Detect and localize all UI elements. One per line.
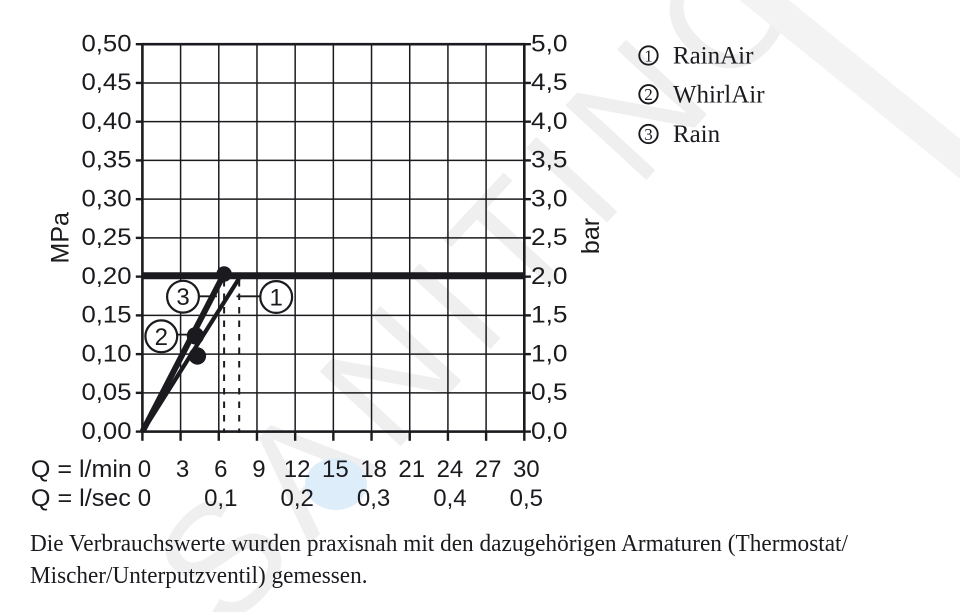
svg-text:Q = l/sec: Q = l/sec bbox=[31, 485, 131, 512]
svg-text:0,20: 0,20 bbox=[82, 263, 132, 290]
svg-text:0,2: 0,2 bbox=[280, 485, 313, 512]
svg-text:0,40: 0,40 bbox=[82, 108, 132, 135]
svg-text:Q = l/min: Q = l/min bbox=[31, 456, 132, 483]
svg-text:0,1: 0,1 bbox=[204, 485, 237, 512]
svg-text:0,10: 0,10 bbox=[82, 340, 132, 367]
svg-text:5,0: 5,0 bbox=[531, 31, 568, 58]
svg-text:1,5: 1,5 bbox=[531, 302, 568, 329]
svg-text:27: 27 bbox=[475, 456, 502, 483]
svg-text:4,5: 4,5 bbox=[531, 69, 568, 96]
svg-text:0,00: 0,00 bbox=[82, 418, 132, 445]
svg-text:18: 18 bbox=[360, 456, 387, 483]
svg-text:2: 2 bbox=[644, 85, 653, 104]
svg-text:bar: bar bbox=[577, 218, 605, 254]
svg-text:3: 3 bbox=[176, 284, 189, 311]
svg-text:2: 2 bbox=[155, 324, 168, 351]
svg-text:15: 15 bbox=[322, 456, 349, 483]
svg-text:21: 21 bbox=[398, 456, 425, 483]
svg-text:0: 0 bbox=[138, 485, 151, 512]
svg-text:0,25: 0,25 bbox=[82, 224, 132, 251]
svg-text:2,5: 2,5 bbox=[531, 224, 568, 251]
svg-text:0,5: 0,5 bbox=[531, 379, 568, 406]
svg-text:0,4: 0,4 bbox=[433, 485, 466, 512]
svg-text:Mischer/Unterputzventil) gemes: Mischer/Unterputzventil) gemessen. bbox=[30, 563, 368, 589]
svg-text:RainAir: RainAir bbox=[673, 43, 754, 70]
svg-text:1: 1 bbox=[644, 46, 653, 65]
svg-text:24: 24 bbox=[437, 456, 464, 483]
svg-text:12: 12 bbox=[284, 456, 311, 483]
svg-text:Die Verbrauchswerte wurden pra: Die Verbrauchswerte wurden praxisnah mit… bbox=[30, 531, 848, 557]
svg-text:0,35: 0,35 bbox=[82, 147, 132, 174]
svg-text:3,0: 3,0 bbox=[531, 185, 568, 212]
svg-text:WhirlAir: WhirlAir bbox=[673, 82, 765, 109]
svg-text:3: 3 bbox=[644, 125, 653, 144]
svg-text:1,0: 1,0 bbox=[531, 340, 568, 367]
svg-text:0,0: 0,0 bbox=[531, 418, 568, 445]
svg-text:0,5: 0,5 bbox=[510, 485, 543, 512]
svg-text:30: 30 bbox=[513, 456, 540, 483]
svg-text:0,50: 0,50 bbox=[82, 31, 132, 58]
svg-text:3: 3 bbox=[176, 456, 189, 483]
svg-text:6: 6 bbox=[214, 456, 227, 483]
svg-text:2,0: 2,0 bbox=[531, 263, 568, 290]
svg-text:0,3: 0,3 bbox=[357, 485, 390, 512]
svg-text:MPa: MPa bbox=[47, 212, 75, 263]
svg-text:3,5: 3,5 bbox=[531, 147, 568, 174]
svg-text:0,45: 0,45 bbox=[82, 69, 132, 96]
svg-text:Rain: Rain bbox=[673, 121, 721, 148]
svg-text:0,05: 0,05 bbox=[82, 379, 132, 406]
svg-text:0,30: 0,30 bbox=[82, 185, 132, 212]
svg-text:0: 0 bbox=[138, 456, 151, 483]
svg-text:9: 9 bbox=[252, 456, 265, 483]
svg-text:4,0: 4,0 bbox=[531, 108, 568, 135]
svg-text:0,15: 0,15 bbox=[82, 302, 132, 329]
svg-text:1: 1 bbox=[270, 285, 283, 312]
